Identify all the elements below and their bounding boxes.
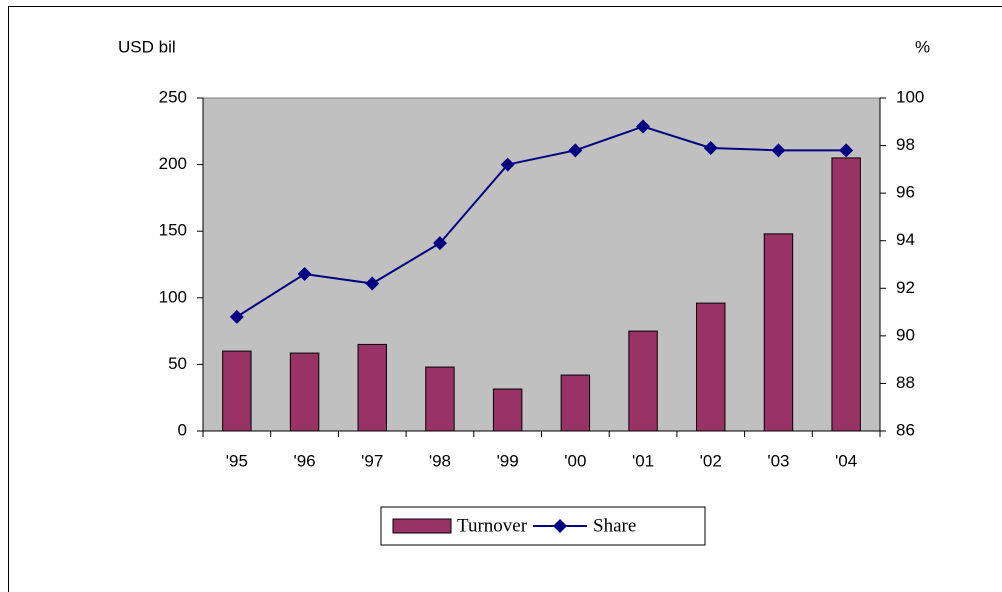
x-tick-label: '96 <box>293 451 315 470</box>
bar <box>357 343 387 432</box>
bar <box>831 157 861 432</box>
y2-tick-label: 94 <box>896 230 915 249</box>
bar <box>560 374 591 432</box>
marker <box>297 267 312 282</box>
marker <box>229 309 244 324</box>
x-tick-label: '99 <box>497 451 519 470</box>
x-tick-label: '01 <box>632 451 654 470</box>
y2-tick-label: 88 <box>896 373 915 392</box>
marker <box>365 276 380 291</box>
x-tick-label: '04 <box>835 451 857 470</box>
legend-label: Share <box>593 515 636 536</box>
bar <box>222 350 252 432</box>
y2-tick-label: 96 <box>896 183 915 202</box>
legend-label: Turnover <box>457 515 528 536</box>
x-tick-label: '02 <box>700 451 722 470</box>
x-tick-label: '97 <box>361 451 383 470</box>
y2-tick-label: 92 <box>896 278 915 297</box>
marker <box>771 143 786 158</box>
bar <box>763 233 794 432</box>
legend-swatch <box>392 518 452 534</box>
y-tick-label: 150 <box>159 221 187 240</box>
y2-tick-label: 86 <box>896 420 915 439</box>
y2-tick-label: 90 <box>896 325 915 344</box>
x-tick-label: '00 <box>564 451 586 470</box>
marker <box>839 143 854 158</box>
y-tick-label: 0 <box>178 420 187 439</box>
marker <box>432 236 447 251</box>
marker <box>636 119 651 134</box>
bar <box>492 388 523 432</box>
x-tick-label: '95 <box>226 451 248 470</box>
bar <box>425 366 455 432</box>
x-tick-label: '03 <box>767 451 789 470</box>
y-axis-title: USD bil <box>118 37 176 56</box>
bar <box>696 302 726 432</box>
bar <box>289 352 320 432</box>
y-tick-label: 250 <box>159 87 187 106</box>
line <box>236 125 847 318</box>
y2-tick-label: 100 <box>896 87 924 106</box>
y-tick-label: 50 <box>168 354 187 373</box>
marker <box>703 140 718 155</box>
marker <box>500 157 515 172</box>
marker <box>568 143 583 158</box>
bar <box>628 330 658 432</box>
x-tick-label: '98 <box>429 451 451 470</box>
y-tick-label: 100 <box>159 287 187 306</box>
y2-axis-title: % <box>915 37 930 56</box>
legend-marker <box>553 519 568 533</box>
y-tick-label: 200 <box>159 154 187 173</box>
y2-tick-label: 98 <box>896 135 915 154</box>
